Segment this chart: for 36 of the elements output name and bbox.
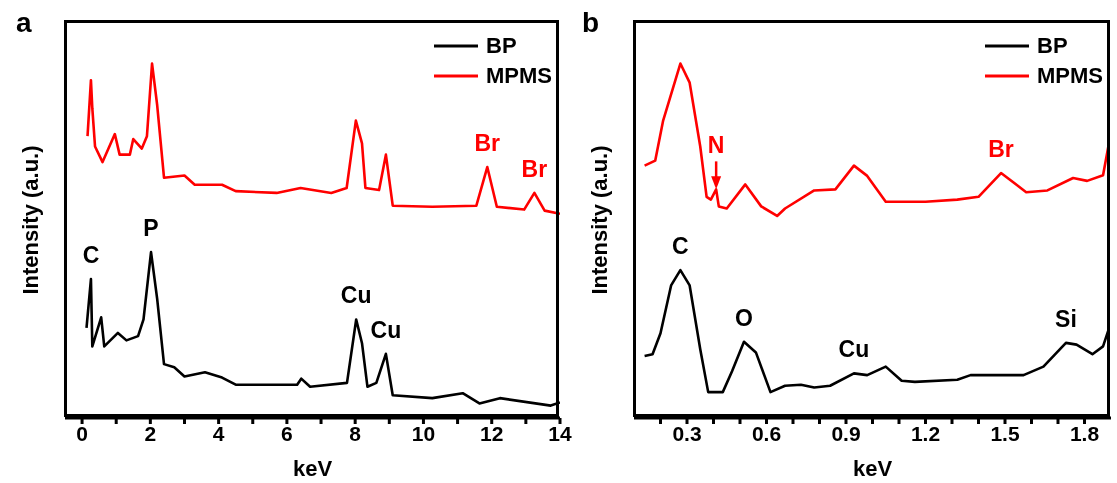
annotation: O <box>735 304 753 331</box>
x-tick-label: 1.2 <box>910 421 941 445</box>
annotation: Cu <box>340 282 372 309</box>
x-axis-title: keV <box>852 456 893 481</box>
legend-label: MPMS <box>1037 63 1103 89</box>
x-tick-label: 0.9 <box>831 421 861 445</box>
legend-label: BP <box>1037 33 1068 59</box>
chart-title: b <box>582 7 600 38</box>
x-tick-label: 12 <box>480 421 504 445</box>
annotation: Br <box>988 136 1014 163</box>
x-tick-label: 1.5 <box>990 421 1020 445</box>
x-tick-label: 0.3 <box>672 421 702 445</box>
legend-label: MPMS <box>486 63 552 89</box>
x-tick-label: 6 <box>281 421 293 445</box>
annotation: C <box>672 233 689 260</box>
y-axis-title: Intensity (a.u.) <box>587 144 613 295</box>
x-tick-label: 1.8 <box>1069 421 1100 445</box>
x-axis-title: keV <box>292 456 333 481</box>
annotation: Si <box>1055 305 1077 332</box>
annotation: Cu <box>838 336 870 363</box>
x-tick-label: 4 <box>212 421 225 445</box>
x-tick-label: 14 <box>548 421 572 445</box>
y-axis-title: Intensity (a.u.) <box>18 144 44 295</box>
x-tick-label: 0.6 <box>751 421 782 445</box>
annotation: C <box>82 242 100 269</box>
x-tick-label: 0 <box>76 421 88 445</box>
x-tick-label: 8 <box>349 421 362 445</box>
chart-title: a <box>16 7 32 38</box>
annotation: Br <box>521 155 548 182</box>
annotation: Cu <box>370 316 402 343</box>
annotation: N <box>707 132 725 159</box>
annotation: Br <box>474 130 501 157</box>
x-tick-label: 2 <box>144 421 157 445</box>
x-tick-label: 10 <box>411 421 436 445</box>
annotation: P <box>143 215 159 242</box>
legend-label: BP <box>486 33 517 59</box>
